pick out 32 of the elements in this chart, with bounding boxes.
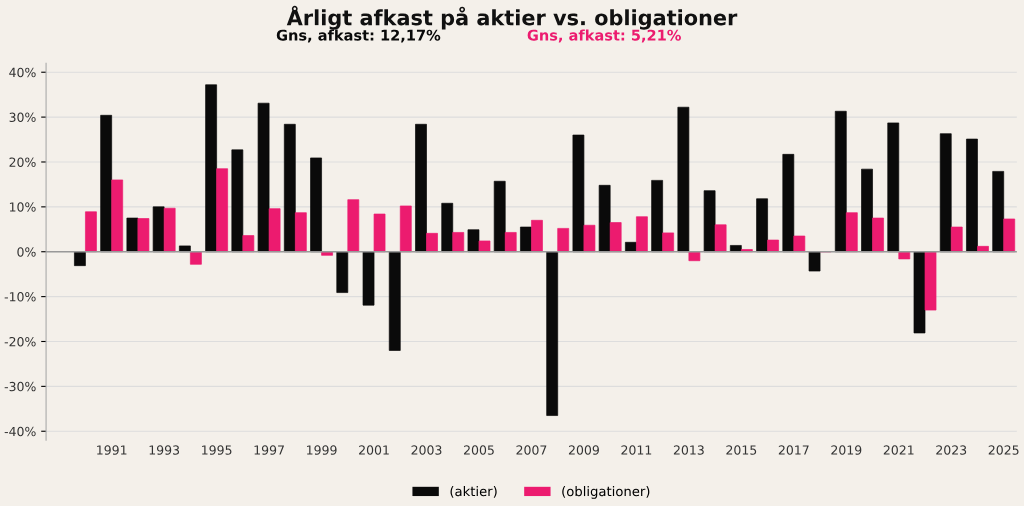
- y-tick-label: 0%: [17, 247, 36, 257]
- x-tick-label: 2003: [411, 445, 442, 455]
- y-tick-label: -20%: [4, 336, 36, 347]
- x-tick-label: 1999: [307, 445, 337, 455]
- x-tick-label: 2011: [621, 445, 652, 455]
- legend-label: (aktier): [450, 486, 497, 498]
- y-tick-label: -10%: [4, 292, 36, 302]
- text: Gns, afkast: 5,21%: [527, 29, 681, 43]
- x-tick-label: 1993: [149, 445, 180, 455]
- x-tick-label: 1991: [97, 445, 127, 455]
- text: Gns, afkast: 12,17%: [276, 29, 441, 43]
- x-tick-label: 2017: [778, 445, 809, 455]
- x-tick-label: 2023: [936, 445, 967, 455]
- chart-title: Årligt afkast på aktier vs. obligationer: [286, 5, 738, 30]
- y-tick-label: -40%: [4, 426, 36, 437]
- y-tick-label: 30%: [9, 112, 36, 123]
- x-tick-label: 1997: [254, 445, 284, 455]
- x-tick-label: 2019: [831, 445, 862, 455]
- x-tick-label: 2001: [359, 445, 389, 455]
- y-tick-label: 40%: [9, 67, 36, 78]
- legend-label: (obligationer): [562, 486, 650, 499]
- x-tick-label: 2009: [568, 445, 599, 455]
- y-tick-label: -30%: [4, 381, 36, 392]
- x-tick-label: 2021: [883, 445, 914, 455]
- y-tick-label: 10%: [9, 202, 36, 212]
- y-tick-label: 20%: [9, 157, 36, 167]
- x-tick-label: 2007: [516, 445, 547, 455]
- x-tick-label: 2025: [988, 445, 1019, 455]
- x-tick-label: 2005: [463, 445, 494, 455]
- x-tick-label: 1995: [202, 445, 232, 455]
- x-tick-label: 2015: [726, 445, 757, 455]
- x-tick-label: 2013: [673, 445, 704, 455]
